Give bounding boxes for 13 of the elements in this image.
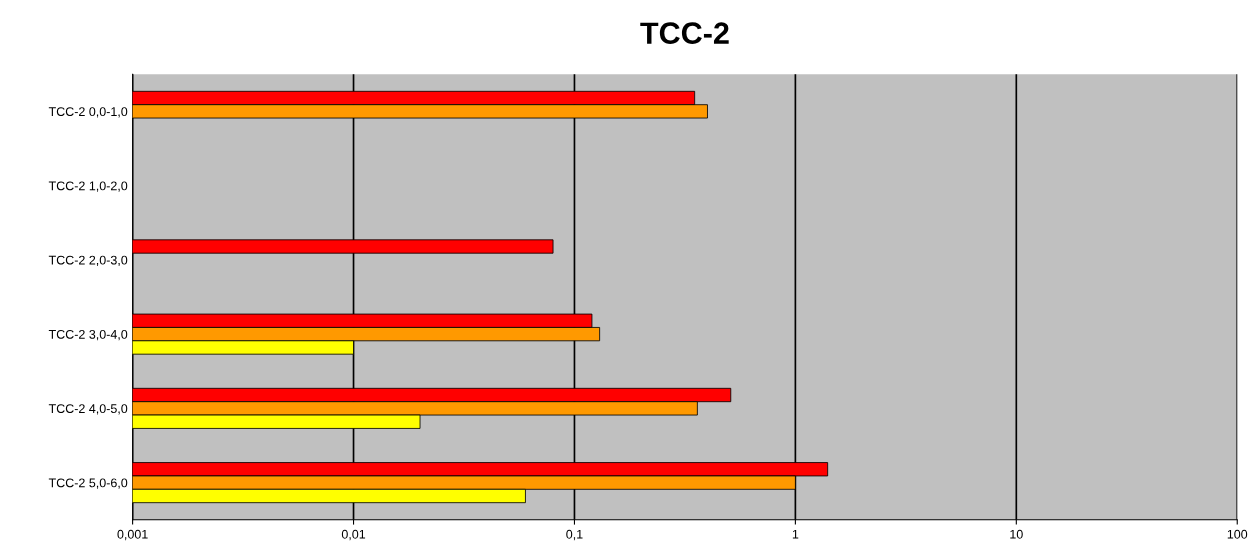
y-tick-label: TCC-2 2,0-3,0 bbox=[48, 255, 128, 266]
x-tick-label: 0,001 bbox=[117, 529, 148, 541]
y-tick-label: TCC-2 0,0-1,0 bbox=[48, 107, 128, 118]
x-tick-label: 0,1 bbox=[566, 529, 583, 541]
x-tick-label: 1 bbox=[792, 529, 799, 539]
x-tick-label: 0,01 bbox=[341, 529, 366, 541]
y-tick-label: TCC-2 1,0-2,0 bbox=[48, 181, 128, 192]
chart-title: TCC-2 bbox=[640, 22, 729, 44]
y-tick-label: TCC-2 3,0-4,0 bbox=[48, 329, 128, 341]
y-tick-label: TCC-2 5,0-6,0 bbox=[48, 478, 128, 489]
y-tick-label: TCC-2 4,0-5,0 bbox=[48, 404, 128, 415]
x-tick-label: 10 bbox=[1010, 529, 1023, 539]
x-tick-label: 100 bbox=[1227, 529, 1248, 539]
